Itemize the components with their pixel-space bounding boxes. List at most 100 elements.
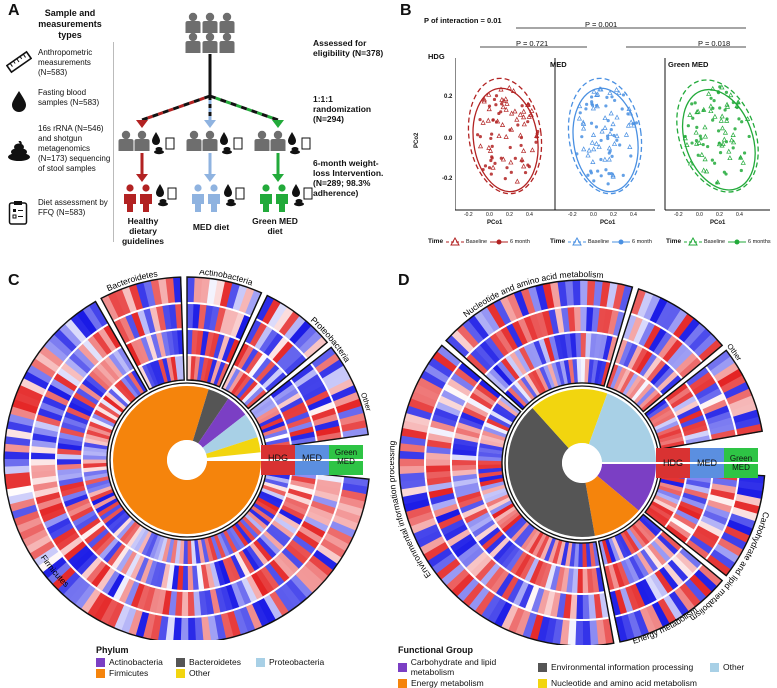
- panel-a-divider: [113, 42, 114, 242]
- heat-cell: [542, 310, 555, 336]
- heat-cell: [125, 314, 141, 339]
- heat-cell: [543, 590, 556, 616]
- func-diet-label-2: Green MED: [730, 454, 752, 472]
- heat-cell: [59, 426, 85, 438]
- point-6-month: [604, 104, 608, 108]
- heat-cell: [693, 333, 718, 357]
- heat-cell: [285, 579, 308, 604]
- heat-cell: [88, 421, 113, 434]
- point-baseline: [594, 103, 600, 109]
- heat-cell: [4, 458, 30, 467]
- heat-cell: [470, 555, 492, 577]
- heat-cell: [517, 525, 536, 548]
- pcoa-plots: [455, 58, 770, 211]
- heat-cell: [141, 531, 156, 556]
- point-6-month: [478, 134, 482, 139]
- heat-cell: [43, 512, 69, 529]
- point-baseline: [607, 131, 613, 136]
- point-6-month: [610, 95, 614, 99]
- point-6-month: [608, 149, 612, 153]
- heat-cell: [72, 510, 96, 527]
- panel-b-letter: B: [400, 2, 412, 19]
- pcoa-panel-title-hdg: HDG: [428, 52, 445, 61]
- heat-cell: [479, 562, 501, 586]
- heat-cell: [75, 387, 100, 405]
- heat-cell: [227, 370, 245, 394]
- heat-cell: [598, 334, 608, 360]
- heat-cell: [5, 428, 32, 440]
- heat-cell: [104, 356, 124, 379]
- heat-cell: [445, 568, 470, 592]
- heat-cell: [589, 620, 599, 645]
- heat-cell: [233, 608, 249, 636]
- heat-cell: [130, 340, 146, 365]
- heat-cell: [239, 606, 256, 633]
- heat-cell: [600, 361, 612, 387]
- heat-cell: [542, 282, 555, 309]
- heat-cell: [613, 367, 627, 391]
- heat-cell: [195, 330, 204, 355]
- heat-cell: [289, 320, 312, 345]
- heat-cell: [39, 502, 64, 517]
- point-6-month: [491, 118, 495, 122]
- point-baseline: [485, 117, 491, 123]
- point-baseline: [613, 86, 620, 92]
- phylum-inner-slice-2: [198, 398, 246, 448]
- heat-cell: [576, 359, 582, 384]
- heat-cell: [467, 396, 491, 414]
- function-circular-heatmap: Nucleotide and amino acid metabolismOthe…: [390, 270, 772, 645]
- heat-cell: [702, 510, 728, 526]
- heat-cell: [187, 356, 192, 381]
- heat-cell: [166, 357, 175, 382]
- heat-cell: [325, 371, 352, 391]
- heat-cell: [607, 537, 621, 562]
- heat-cell: [705, 505, 730, 520]
- heat-cell: [62, 576, 86, 600]
- heat-cell: [329, 521, 356, 539]
- pcoa-xticks: -0.2 0.0 0.2 0.4 -0.2 0.0 0.2 0.4 -0.2 0…: [456, 212, 776, 220]
- heat-cell: [116, 518, 136, 540]
- heat-cell: [602, 308, 613, 334]
- heat-cell: [34, 420, 60, 433]
- heat-cell: [465, 551, 488, 573]
- heat-cell: [453, 437, 479, 448]
- heat-cell: [92, 413, 116, 428]
- heat-cell: [424, 363, 450, 384]
- heat-cell: [413, 383, 440, 402]
- legend-baseline-green: Baseline: [704, 239, 726, 245]
- point-6-month: [615, 138, 619, 142]
- heat-cell: [656, 488, 681, 501]
- heat-cell: [37, 496, 63, 511]
- heat-cell: [680, 496, 706, 511]
- heat-cell: [124, 580, 140, 606]
- point-6-month: [609, 127, 613, 132]
- heat-cell: [106, 601, 125, 628]
- heat-cell: [613, 311, 626, 337]
- heat-cell: [88, 370, 111, 391]
- heat-cell: [276, 345, 299, 368]
- point-6-month: [747, 134, 751, 139]
- heat-cell: [547, 538, 560, 563]
- heat-cell: [652, 413, 676, 428]
- heat-cell: [506, 323, 524, 348]
- heat-cell: [438, 395, 464, 412]
- heat-cell: [135, 611, 150, 638]
- heat-cell: [19, 522, 45, 541]
- point-baseline: [514, 116, 520, 122]
- heat-cell: [630, 288, 647, 316]
- point-6-month: [526, 120, 530, 124]
- heat-cell: [259, 533, 281, 555]
- heat-cell: [607, 310, 620, 335]
- point-6-month: [713, 161, 717, 165]
- heat-cell: [221, 337, 236, 362]
- point-baseline: [506, 84, 512, 90]
- phylum-diet-label-2: Green MED: [335, 448, 357, 466]
- point-6-month: [586, 173, 590, 177]
- heat-cell: [698, 564, 723, 587]
- heat-cell: [647, 543, 667, 566]
- heat-cell: [286, 492, 311, 506]
- heat-cell: [129, 555, 145, 580]
- heat-cell: [339, 495, 366, 510]
- legend-bacteroidetes: Bacteroidetes: [189, 657, 241, 667]
- heat-cell: [171, 330, 180, 355]
